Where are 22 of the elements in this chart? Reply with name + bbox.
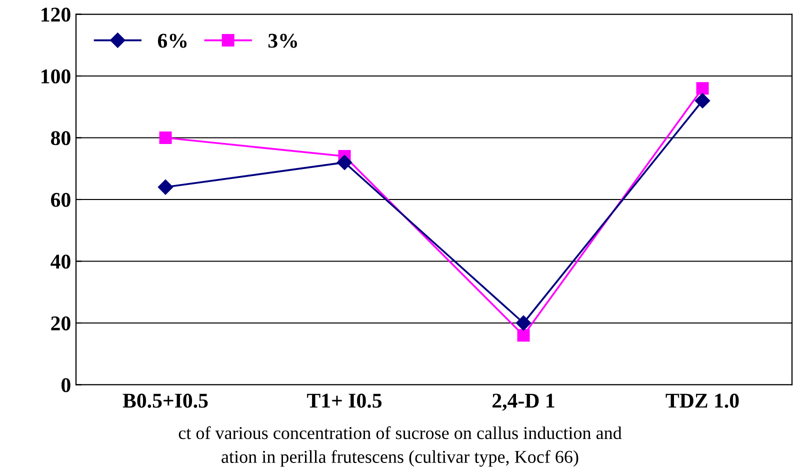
x-tick-label: B0.5+I0.5 (122, 394, 208, 408)
text: ct of various concentration of sucrose on callus induction and (178, 426, 622, 440)
y-tick-label: 80 (51, 131, 70, 146)
y-tick-label: 0 (62, 378, 70, 392)
x-tick-label: TDZ 1.0 (666, 394, 739, 408)
y-tick-label: 20 (51, 316, 70, 330)
legend-label: 6% (158, 34, 187, 48)
legend-label: 3% (268, 34, 297, 48)
point (516, 315, 532, 331)
y-tick-label: 60 (51, 192, 70, 207)
point (694, 93, 710, 108)
text: ation in perilla frutescens (cultivar type, Kocf 66) (222, 450, 578, 467)
x-tick-label: 2,4-D 1 (492, 394, 554, 411)
point (696, 82, 709, 95)
point (158, 180, 174, 195)
point (336, 154, 352, 170)
point (517, 329, 530, 342)
x-tick-label: T1+ I0.5 (307, 394, 382, 408)
y-tick-label: 100 (42, 69, 70, 84)
point (159, 132, 172, 144)
y-tick-label: 120 (42, 8, 70, 22)
y-tick-label: 40 (50, 254, 70, 269)
